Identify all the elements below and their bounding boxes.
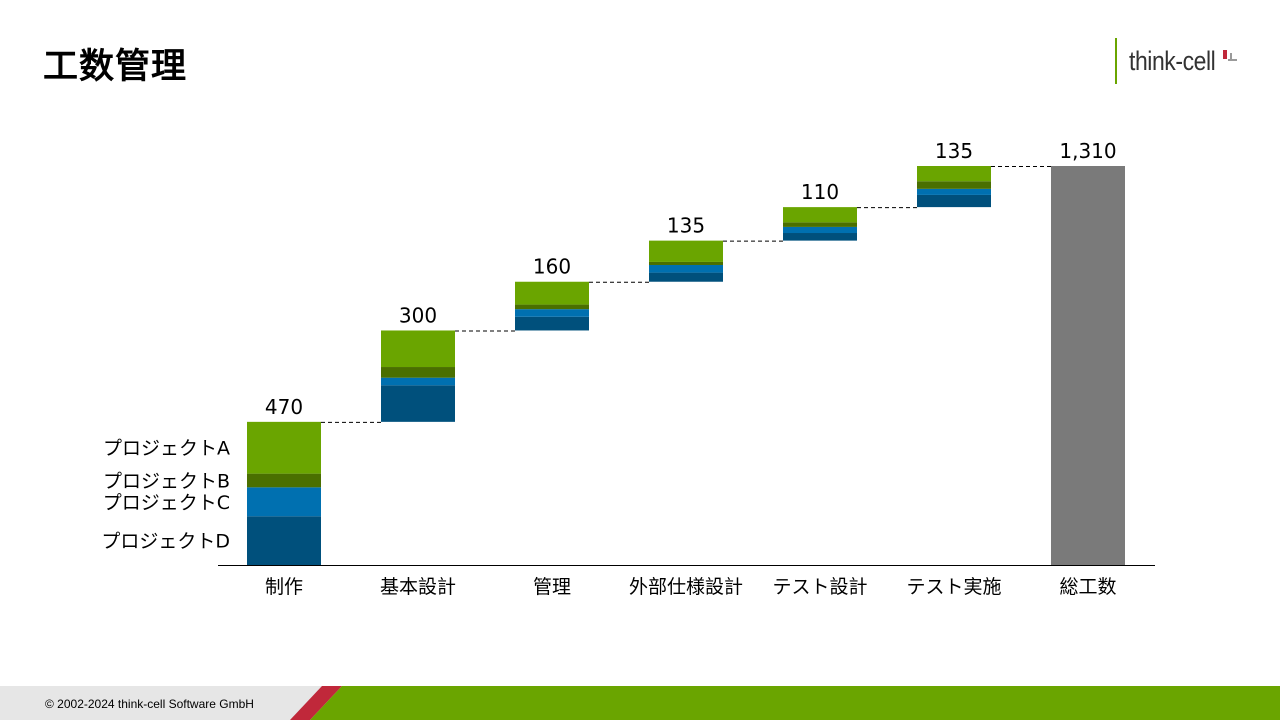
bar-segment-3-2 — [649, 261, 723, 265]
bar-segment-4-1 — [783, 226, 857, 234]
bar-segment-0-2 — [247, 473, 321, 488]
bar-segment-0-0 — [247, 516, 321, 565]
footer-grey-panel — [0, 686, 340, 720]
bar-segment-2-0 — [515, 316, 589, 331]
bar-total-6 — [1051, 166, 1125, 565]
category-label-5: テスト実施 — [906, 576, 1001, 598]
bar-segment-1-1 — [381, 377, 455, 386]
bar-segment-4-2 — [783, 222, 857, 227]
waterfall-chart: 470 制作 300 基本設計 160 管理 135 外部仕様設計 110 テスト設計 135 テスト… — [101, 139, 1155, 598]
logo-divider — [1115, 38, 1117, 84]
page-title: 工数管理 — [43, 47, 188, 87]
legend-label-0: プロジェクトD — [101, 531, 230, 553]
bar-segment-2-3 — [515, 281, 589, 305]
footer-green-band — [310, 686, 1280, 720]
bar-segment-4-3 — [783, 207, 857, 223]
bar-segment-2-1 — [515, 309, 589, 317]
legend-label-3: プロジェクトA — [103, 438, 230, 460]
category-label-0: 制作 — [265, 576, 303, 598]
bar-segment-5-0 — [917, 194, 991, 208]
value-label-1: 300 — [399, 303, 437, 327]
footer-copyright: © 2002-2024 think-cell Software GmbH — [45, 697, 254, 711]
value-label-4: 110 — [801, 180, 839, 204]
bar-segment-0-1 — [247, 487, 321, 517]
legend-label-1: プロジェクトC — [103, 492, 230, 514]
bar-segment-3-0 — [649, 272, 723, 282]
category-label-1: 基本設計 — [380, 576, 456, 598]
bar-segment-0-3 — [247, 421, 321, 474]
bar-segment-1-0 — [381, 385, 455, 422]
value-label-5: 135 — [935, 139, 973, 163]
bar-segment-1-2 — [381, 367, 455, 378]
bar-segment-3-3 — [649, 240, 723, 262]
footer-band — [290, 686, 1280, 720]
logo-text: think-cell — [1129, 46, 1216, 76]
value-label-6: 1,310 — [1059, 139, 1116, 163]
value-label-0: 470 — [265, 395, 303, 419]
bar-segment-5-2 — [917, 181, 991, 189]
legend-label-2: プロジェクトB — [103, 470, 230, 492]
bar-segment-5-1 — [917, 188, 991, 195]
category-label-3: 外部仕様設計 — [629, 576, 743, 598]
category-label-6: 総工数 — [1059, 576, 1116, 598]
footer-red-stripe — [290, 686, 342, 720]
bar-segment-4-0 — [783, 233, 857, 241]
bar-segment-3-1 — [649, 264, 723, 273]
bar-segment-5-3 — [917, 166, 991, 182]
bar-segment-1-3 — [381, 330, 455, 368]
bar-segment-2-2 — [515, 304, 589, 310]
value-label-2: 160 — [533, 255, 571, 279]
category-label-2: 管理 — [533, 576, 571, 598]
value-label-3: 135 — [667, 214, 705, 238]
logo-mark-icon — [1223, 50, 1237, 61]
think-cell-logo: think-cell — [1115, 38, 1255, 86]
category-label-4: テスト設計 — [772, 576, 867, 598]
